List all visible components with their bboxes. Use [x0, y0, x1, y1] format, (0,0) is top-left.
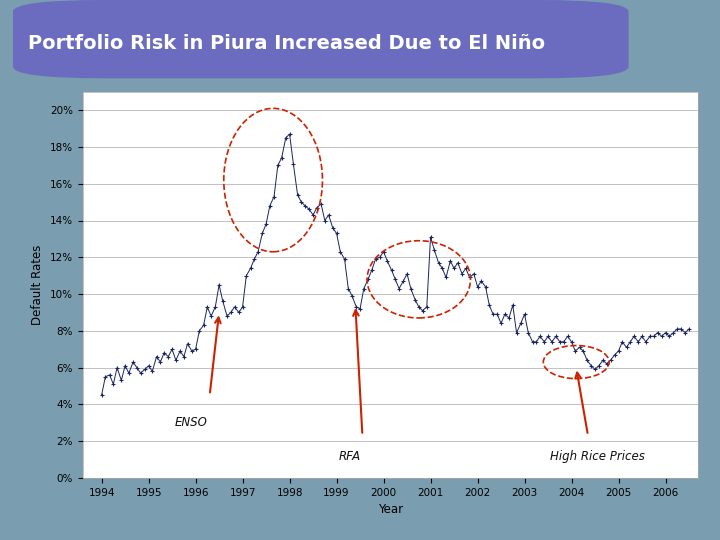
Text: ENSO: ENSO — [174, 416, 207, 429]
FancyBboxPatch shape — [13, 0, 629, 78]
X-axis label: Year: Year — [378, 503, 403, 516]
Text: High Rice Prices: High Rice Prices — [550, 449, 645, 463]
Y-axis label: Default Rates: Default Rates — [32, 245, 45, 325]
Text: RFA: RFA — [339, 449, 361, 463]
Text: Portfolio Risk in Piura Increased Due to El Niño: Portfolio Risk in Piura Increased Due to… — [28, 33, 546, 52]
